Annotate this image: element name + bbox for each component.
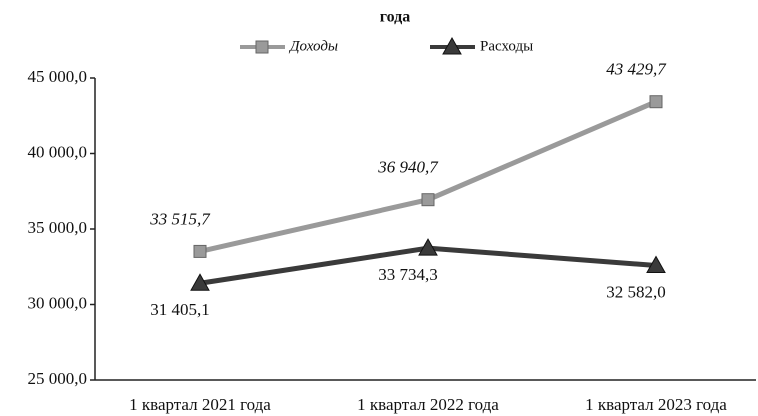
y-tick-label: 40 000,0: [28, 142, 88, 161]
marker: [418, 238, 438, 256]
marker: [255, 40, 269, 54]
data-label: 33 515,7: [149, 209, 211, 228]
x-tick-label: 1 квартал 2022 года: [357, 395, 499, 414]
marker: [649, 95, 663, 109]
data-label: 43 429,7: [606, 60, 667, 79]
y-tick-label: 25 000,0: [28, 369, 88, 388]
y-tick-label: 35 000,0: [28, 218, 88, 237]
x-tick-label: 1 квартал 2021 года: [129, 395, 271, 414]
marker: [190, 273, 210, 291]
data-label: 31 405,1: [150, 300, 210, 319]
marker: [193, 244, 207, 258]
legend-label: Расходы: [480, 38, 533, 54]
y-tick-label: 30 000,0: [28, 293, 88, 312]
data-label: 32 582,0: [606, 282, 666, 301]
y-tick-label: 45 000,0: [28, 67, 88, 86]
marker: [646, 255, 666, 274]
legend-label: Доходы: [288, 38, 338, 54]
data-label: 33 734,3: [378, 265, 438, 284]
marker: [442, 36, 462, 55]
chart-title: года: [380, 9, 411, 26]
marker: [421, 193, 435, 207]
x-tick-label: 1 квартал 2023 года: [585, 395, 727, 414]
data-label: 36 940,7: [377, 158, 439, 177]
